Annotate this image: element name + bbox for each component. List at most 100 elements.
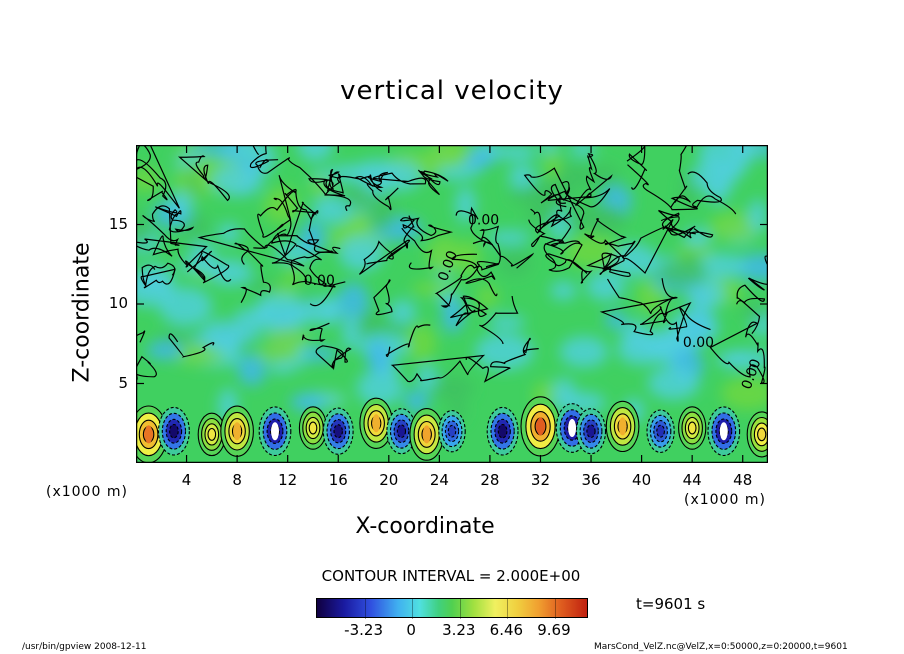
- contour-label: 0.00: [304, 273, 335, 289]
- data-cell: [605, 400, 640, 453]
- zero-contour: [257, 175, 297, 238]
- cell-contour: [169, 423, 179, 439]
- data-cell: [409, 408, 445, 461]
- plot-area: 0.000.000.000.000.00: [136, 145, 768, 463]
- zero-contour: [141, 262, 176, 286]
- zero-contour: [674, 145, 688, 204]
- zero-contour: [640, 301, 692, 342]
- texture-blob: [237, 354, 267, 386]
- cell-contour: [757, 427, 767, 442]
- texture-blob: [550, 281, 577, 301]
- cell-core: [618, 417, 627, 436]
- texture-blob: [136, 166, 161, 193]
- texture-blob: [389, 299, 417, 324]
- zero-contour: [136, 145, 168, 202]
- zero-contour: [295, 245, 346, 287]
- texture-blob: [287, 304, 310, 318]
- data-cell: [298, 406, 328, 450]
- texture-blob: [508, 164, 536, 190]
- time-label: t=9601 s: [636, 595, 706, 613]
- zero-contour: [599, 218, 674, 275]
- cell-contour: [497, 423, 508, 439]
- x-tick-label: 44: [682, 471, 702, 489]
- zero-contour: [177, 155, 230, 202]
- texture-blob: [551, 377, 576, 411]
- zero-contour: [315, 345, 352, 371]
- cell-contour: [586, 424, 596, 439]
- data-cell: [220, 405, 254, 457]
- zero-contour: [255, 157, 346, 197]
- zero-contour: [142, 205, 180, 246]
- zero-contour: [168, 333, 215, 358]
- zero-contour: [660, 216, 714, 239]
- x-tick-label: 28: [480, 471, 500, 489]
- zero-contour: [528, 219, 565, 248]
- texture-blob: [617, 333, 669, 366]
- texture-blob: [404, 389, 429, 413]
- zero-contour: [301, 322, 330, 342]
- texture-blob: [487, 314, 526, 330]
- texture-blob: [411, 281, 457, 296]
- texture-blob: [559, 336, 608, 368]
- zero-contour: [606, 278, 674, 314]
- texture-blob: [426, 235, 464, 275]
- colorbar-tick: [364, 599, 366, 619]
- cell-core: [372, 414, 381, 433]
- cell-core: [271, 422, 279, 441]
- x-unit-label-right: (x1000 m): [684, 492, 766, 508]
- cell-contour: [333, 424, 343, 439]
- x-tick-label: 48: [733, 471, 753, 489]
- cell-contour: [447, 424, 457, 438]
- cell-core: [719, 422, 728, 441]
- colorbar-tick: [459, 599, 461, 619]
- texture-blob: [283, 266, 303, 283]
- zero-contour: [451, 253, 498, 297]
- texture-blob: [189, 145, 240, 156]
- colorbar: [316, 598, 588, 619]
- texture-blob: [604, 310, 627, 330]
- y-tick-label: 15: [108, 214, 128, 233]
- texture-blob: [564, 205, 624, 231]
- zero-contour: [417, 169, 449, 196]
- zero-contour: [465, 337, 539, 383]
- zero-contour: [373, 279, 393, 316]
- texture-blob: [548, 163, 597, 190]
- zero-contour: [308, 168, 344, 194]
- zero-contour: [550, 197, 581, 247]
- y-axis-label: Z-coordinate: [69, 242, 95, 383]
- zero-contour: [277, 201, 334, 258]
- data-cell: [157, 406, 190, 456]
- zero-contour: [450, 295, 489, 327]
- texture-blob: [366, 339, 390, 374]
- cell-core: [568, 419, 577, 437]
- texture-blob: [299, 298, 340, 324]
- x-tick-label: 36: [581, 471, 601, 489]
- x-tick-label: 12: [278, 471, 298, 489]
- texture-blob: [218, 222, 240, 244]
- texture-blob: [366, 193, 397, 231]
- x-tick-label: 24: [429, 471, 449, 489]
- data-cell: [359, 397, 394, 449]
- texture-blob: [586, 271, 626, 301]
- data-cell: [746, 411, 768, 458]
- texture-blob: [254, 300, 276, 322]
- zero-contour: [670, 171, 722, 209]
- zero-contour: [358, 239, 411, 275]
- contour-label: 0.00: [683, 335, 714, 351]
- cell-contour: [656, 424, 665, 438]
- texture-blob: [338, 282, 369, 319]
- zero-contour: [140, 268, 176, 289]
- data-cell: [486, 406, 519, 456]
- zero-contour: [479, 225, 535, 269]
- contour-label: 0.00: [468, 213, 499, 229]
- contour-interval: CONTOUR INTERVAL = 2.000E+00: [321, 567, 581, 585]
- x-tick-label: 4: [181, 471, 192, 489]
- texture-blob: [207, 259, 253, 286]
- texture-blob: [208, 340, 240, 353]
- footer-program: /usr/bin/gpview 2008-12-11: [22, 642, 147, 652]
- colorbar-tick-label: -3.23: [344, 621, 383, 639]
- zero-contour: [136, 322, 146, 343]
- zero-contour: [585, 252, 631, 277]
- zero-contour: [434, 261, 499, 308]
- zero-contour: [736, 284, 766, 334]
